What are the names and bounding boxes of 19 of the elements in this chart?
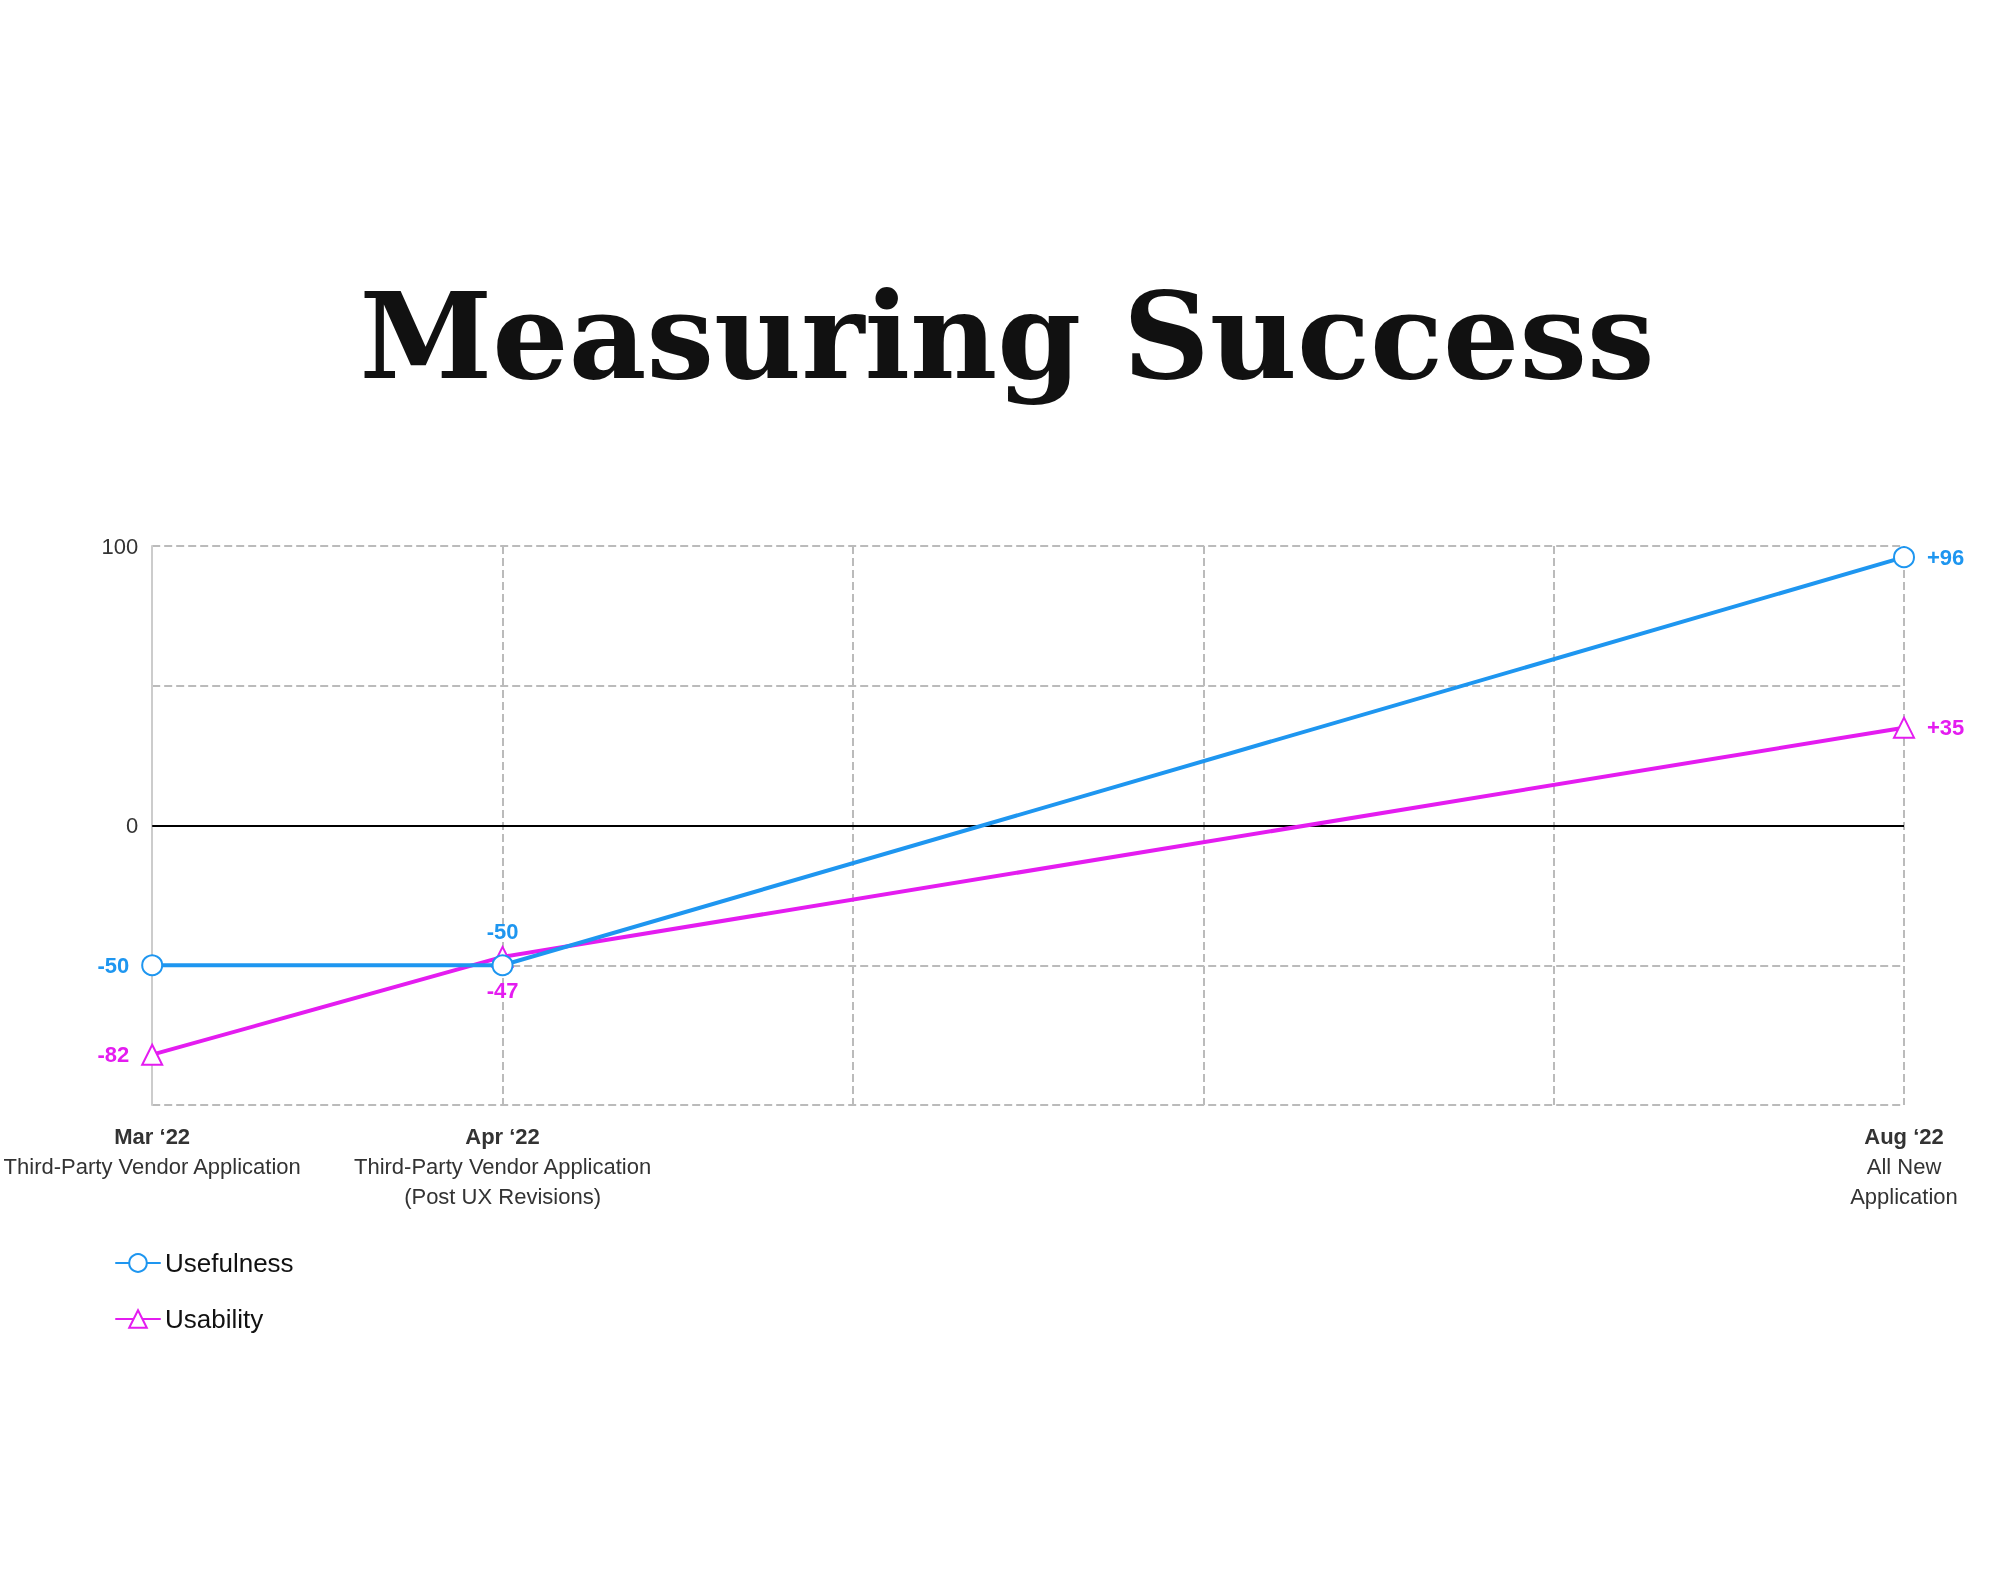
point — [1893, 546, 1915, 569]
x-tick-label: Mar ‘22 Third-Party Vendor Application — [3, 1123, 301, 1179]
x-tick-label: Aug ‘22 All New Application — [1850, 1123, 1958, 1209]
data-label: +35 — [1927, 715, 1965, 741]
data-label: +96 — [1927, 544, 1965, 570]
data-label: -50 — [97, 952, 130, 978]
chart-title: Measuring Success — [359, 264, 1655, 406]
data-label: -50 — [486, 918, 519, 944]
y-tick-label: 0 — [125, 813, 139, 838]
y-tick-label: 100 — [101, 533, 139, 559]
point — [141, 954, 164, 977]
data-label: -47 — [486, 978, 519, 1004]
point — [491, 954, 514, 977]
data-label: -82 — [97, 1042, 130, 1068]
point — [1893, 716, 1915, 739]
point — [141, 1043, 164, 1066]
legend-label: Usability — [165, 1304, 264, 1334]
legend-label: Usefulness — [165, 1248, 294, 1278]
x-tick-label: Apr ‘22 Third-Party Vendor Application (Post UX Revisions) — [353, 1123, 652, 1209]
